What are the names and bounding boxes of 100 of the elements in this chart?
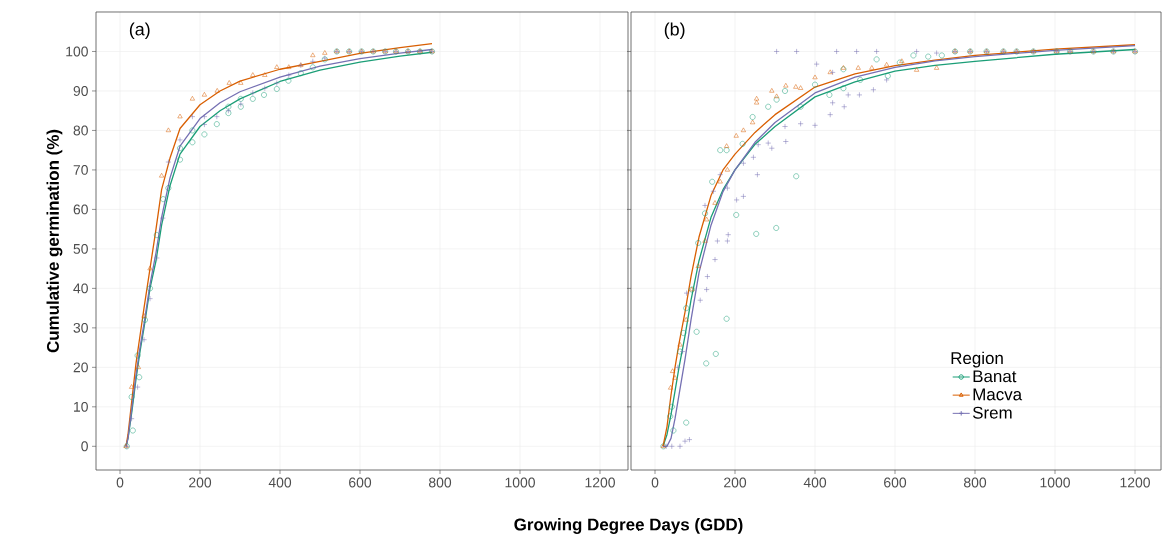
point: [750, 154, 757, 161]
point: [697, 297, 704, 304]
point: [128, 415, 135, 422]
x-tick-label: 800: [428, 477, 452, 488]
point: [724, 167, 730, 172]
point: [857, 77, 864, 83]
point: [201, 113, 208, 120]
point: [213, 113, 220, 120]
point: [286, 64, 292, 69]
point: [262, 72, 268, 77]
point: [704, 273, 711, 280]
point: [933, 50, 940, 56]
point: [733, 197, 740, 203]
point: [723, 315, 730, 322]
point: [753, 231, 760, 237]
point: [765, 140, 772, 146]
y-tick-label: 10: [74, 401, 88, 412]
point: [668, 403, 675, 410]
point: [769, 88, 775, 93]
point: [712, 200, 718, 205]
point: [136, 374, 143, 381]
x-tick-label: 200: [724, 477, 747, 488]
point: [739, 141, 746, 147]
point: [153, 255, 160, 261]
point: [129, 384, 135, 389]
point: [724, 143, 730, 148]
point: [884, 73, 891, 79]
point: [159, 215, 166, 221]
point: [773, 225, 780, 231]
point: [238, 80, 244, 85]
point: [812, 122, 818, 129]
x-tick-label: 600: [349, 477, 372, 488]
point: [201, 131, 208, 138]
point: [829, 99, 836, 106]
point: [704, 216, 710, 222]
point: [840, 85, 847, 92]
point: [724, 185, 731, 191]
point: [147, 295, 153, 302]
point: [165, 127, 171, 132]
y-tick-label: 90: [73, 86, 88, 96]
point: [702, 202, 708, 209]
point: [273, 80, 280, 86]
point: [884, 62, 890, 67]
point: [142, 317, 148, 323]
x-tick-label: 1200: [585, 477, 615, 488]
point: [833, 48, 840, 55]
point: [793, 48, 800, 55]
point: [297, 70, 304, 77]
point: [670, 368, 676, 373]
y-tick-label: 30: [73, 322, 88, 333]
point: [141, 313, 147, 318]
point: [274, 64, 280, 69]
point: [680, 330, 687, 336]
point: [827, 111, 834, 118]
point: [765, 103, 772, 110]
point: [845, 92, 852, 98]
point: [165, 185, 172, 191]
point: [674, 364, 681, 371]
x-tick-label: 1000: [505, 477, 535, 488]
point: [934, 65, 940, 70]
point: [683, 419, 690, 426]
point: [682, 438, 688, 445]
point: [141, 336, 147, 343]
x-tick-label: 1200: [1120, 477, 1150, 488]
point: [226, 80, 232, 85]
point: [667, 413, 674, 420]
point: [755, 141, 762, 148]
point: [710, 188, 717, 195]
point: [913, 48, 920, 55]
point: [189, 96, 195, 101]
point: [717, 171, 724, 178]
point: [724, 238, 731, 244]
point: [677, 341, 683, 347]
point: [740, 127, 746, 132]
point: [703, 360, 710, 367]
point: [261, 85, 268, 92]
point: [159, 173, 165, 178]
point: [797, 103, 804, 110]
point: [693, 328, 700, 335]
point: [225, 103, 232, 110]
point: [723, 147, 730, 154]
point: [793, 84, 799, 89]
point: [249, 90, 256, 96]
x-tick-label: 1000: [1040, 477, 1070, 488]
point: [740, 193, 747, 200]
text: (a): [129, 22, 150, 40]
point: [165, 159, 172, 165]
point: [129, 427, 136, 434]
point: [134, 352, 141, 359]
y-tick-label: 40: [73, 283, 88, 294]
point: [754, 96, 760, 101]
point: [177, 113, 183, 119]
y-axis-title: Cumulative germination (%): [46, 129, 63, 353]
y-tick-label: 20: [73, 362, 88, 373]
x-tick-label: 0: [116, 477, 124, 488]
point: [883, 77, 890, 83]
x-tick-label: 0: [651, 477, 659, 488]
point: [668, 443, 675, 450]
point: [793, 173, 800, 180]
point: [134, 384, 141, 390]
